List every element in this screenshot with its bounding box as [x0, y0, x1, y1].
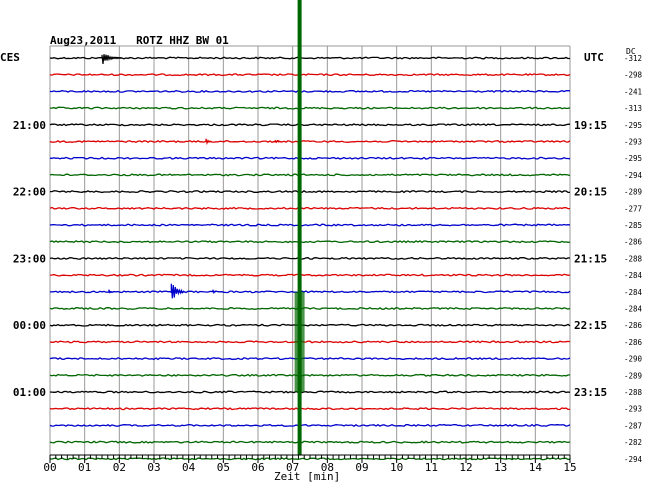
dc-offset-label: -298 — [624, 71, 643, 80]
x-tick-label: 11 — [425, 461, 438, 474]
dc-offset-label: -293 — [624, 138, 642, 147]
trace-9 — [49, 206, 570, 210]
event-0 — [101, 54, 123, 64]
traces — [49, 56, 571, 461]
trace-18 — [49, 357, 571, 361]
left-time-label: 23:00 — [13, 252, 46, 265]
trace-17 — [49, 340, 571, 344]
dc-offset-label: -284 — [624, 305, 643, 314]
dc-offset-label: -241 — [624, 87, 642, 96]
trace-14 — [49, 290, 571, 294]
dc-offset-label: -282 — [624, 438, 642, 447]
trace-20 — [49, 390, 571, 394]
trace-8 — [50, 190, 571, 194]
dc-offset-label: -293 — [624, 405, 642, 414]
x-tick-label: 04 — [182, 461, 196, 474]
trace-7 — [49, 173, 571, 177]
dc-offset-label: -286 — [624, 321, 643, 330]
trace-23 — [49, 440, 571, 444]
right-time-label: 22:15 — [574, 319, 607, 332]
x-tick-label: 09 — [355, 461, 368, 474]
clipped-spike-body — [294, 291, 305, 392]
trace-4 — [49, 123, 571, 127]
right-time-label: 23:15 — [574, 386, 607, 399]
left-time-label: 22:00 — [13, 186, 46, 199]
dc-offset-label: -289 — [624, 371, 642, 380]
x-tick-label: 02 — [113, 461, 126, 474]
dc-offset-label: -286 — [624, 338, 643, 347]
dc-offset-label: -284 — [624, 288, 643, 297]
right-time-label: 21:15 — [574, 252, 607, 265]
dc-offset-label: -277 — [624, 204, 642, 213]
x-tick-label: 03 — [147, 461, 160, 474]
trace-10 — [49, 223, 571, 227]
left-time-label: 21:00 — [13, 119, 46, 132]
x-axis: 00 01 02 03 04 05 06 07 08 09 10 11 12 13 14 15 — [43, 454, 577, 474]
trace-21 — [49, 407, 571, 411]
dc-offset-label: -287 — [624, 421, 642, 430]
trace-11 — [49, 240, 571, 244]
trace-22 — [49, 423, 571, 427]
dc-offset-label: -290 — [624, 355, 643, 364]
clipped-spike — [297, 0, 302, 455]
trace-19 — [49, 373, 571, 377]
x-tick-label: 06 — [251, 461, 264, 474]
x-tick-label: 13 — [494, 461, 507, 474]
dc-offset-label: -313 — [624, 104, 642, 113]
trace-2 — [49, 89, 571, 93]
dc-offset-label: -285 — [624, 221, 642, 230]
x-tick-label: 12 — [459, 461, 472, 474]
trace-12 — [49, 256, 571, 260]
trace-16 — [49, 323, 571, 327]
x-axis-label: Zeit [min] — [274, 470, 341, 483]
right-time-label: 19:15 — [574, 119, 607, 132]
event-1 — [205, 138, 213, 146]
x-tick-label: 00 — [43, 461, 56, 474]
event-spikes — [101, 0, 305, 455]
trace-6 — [49, 156, 571, 160]
dc-offset-label: -312 — [624, 54, 642, 63]
chart-title: Aug23,2011 ROTZ HHZ BW 01 — [50, 34, 229, 47]
grid — [49, 45, 571, 455]
x-tick-label: 14 — [529, 461, 543, 474]
dc-offset-label: -288 — [624, 388, 643, 397]
dc-offset-label: -284 — [624, 271, 643, 280]
x-tick-label: 15 — [563, 461, 576, 474]
x-tick-label: 01 — [78, 461, 91, 474]
dc-label: DC — [626, 47, 636, 56]
event-4 — [170, 283, 185, 299]
dc-offset-label: -295 — [624, 154, 642, 163]
dc-offset-label: -295 — [624, 121, 642, 130]
dc-offset-label: -289 — [624, 188, 642, 197]
left-timezone-label: CES — [0, 51, 20, 64]
x-tick-label: 10 — [390, 461, 403, 474]
x-tick-label: 07 — [286, 461, 299, 474]
trace-0 — [49, 56, 570, 60]
dc-offset-label: -294 — [624, 171, 643, 180]
trace-5 — [49, 139, 571, 144]
left-time-label: 00:00 — [13, 319, 46, 332]
trace-13 — [49, 273, 571, 277]
trace-3 — [50, 106, 571, 110]
x-tick-label: 05 — [217, 461, 230, 474]
right-timezone-label: UTC — [584, 51, 604, 64]
trace-15 — [49, 306, 571, 311]
dc-offset-label: -288 — [624, 254, 643, 263]
dc-offset-label: -286 — [624, 238, 643, 247]
x-tick-label: 08 — [321, 461, 334, 474]
event-3 — [108, 289, 113, 294]
trace-1 — [49, 73, 571, 77]
right-time-label: 20:15 — [574, 186, 607, 199]
time-labels: 21:00 22:00 23:00 00:00 01:00 19:15 20:15 21:15… — [13, 54, 643, 464]
left-time-label: 01:00 — [13, 386, 46, 399]
dc-offset-label: -294 — [624, 455, 643, 464]
event-5 — [212, 289, 217, 294]
event-2 — [274, 139, 282, 144]
